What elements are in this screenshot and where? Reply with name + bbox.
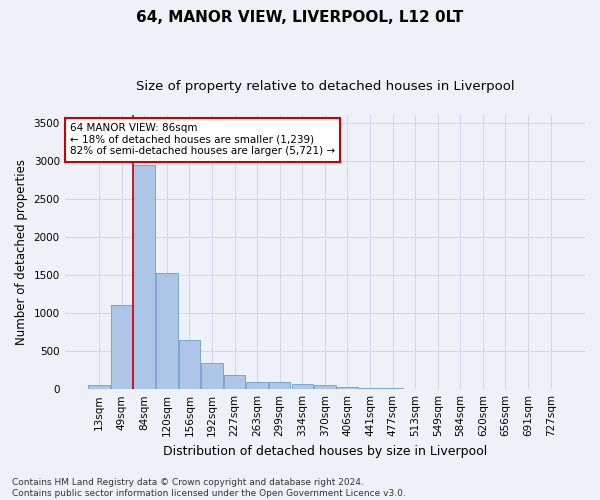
Bar xyxy=(382,388,403,389)
Bar xyxy=(201,364,223,389)
Bar xyxy=(133,166,155,389)
Title: Size of property relative to detached houses in Liverpool: Size of property relative to detached ho… xyxy=(136,80,514,93)
Bar xyxy=(292,384,313,389)
Bar xyxy=(156,274,178,389)
Bar xyxy=(111,305,133,389)
Bar xyxy=(337,387,358,389)
Bar xyxy=(314,386,335,389)
Text: Contains HM Land Registry data © Crown copyright and database right 2024.
Contai: Contains HM Land Registry data © Crown c… xyxy=(12,478,406,498)
Text: 64, MANOR VIEW, LIVERPOOL, L12 0LT: 64, MANOR VIEW, LIVERPOOL, L12 0LT xyxy=(136,10,464,25)
Bar xyxy=(359,388,381,389)
Bar xyxy=(88,385,110,389)
Y-axis label: Number of detached properties: Number of detached properties xyxy=(15,159,28,345)
Bar xyxy=(179,340,200,389)
Bar xyxy=(224,375,245,389)
Text: 64 MANOR VIEW: 86sqm
← 18% of detached houses are smaller (1,239)
82% of semi-de: 64 MANOR VIEW: 86sqm ← 18% of detached h… xyxy=(70,123,335,156)
Bar xyxy=(269,382,290,389)
X-axis label: Distribution of detached houses by size in Liverpool: Distribution of detached houses by size … xyxy=(163,444,487,458)
Bar xyxy=(247,382,268,389)
